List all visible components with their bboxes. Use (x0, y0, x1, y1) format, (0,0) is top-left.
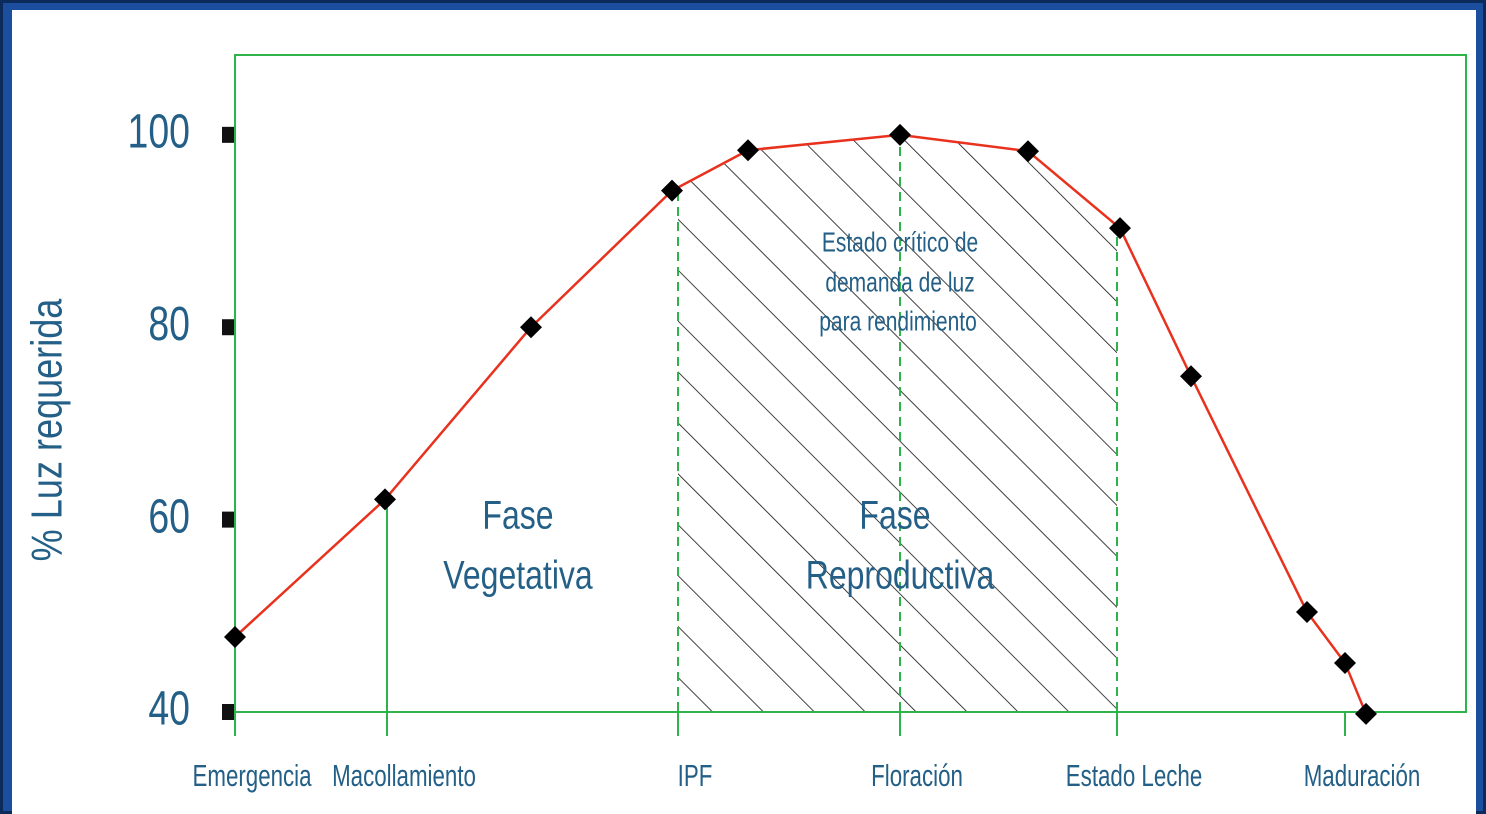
annotation: Estado crítico de (822, 228, 978, 259)
data-marker (1296, 600, 1318, 623)
x-tick-label: Macollamiento (332, 759, 476, 793)
data-marker (1180, 365, 1202, 388)
plot: 40 60 80 100 Emergencia Macollamiento IPF Flora… (128, 54, 1467, 793)
data-marker (224, 625, 246, 648)
y-tick-mark (222, 319, 234, 336)
shaded-region (678, 134, 1117, 713)
data-marker (889, 123, 911, 146)
annotation: Vegetativa (443, 552, 593, 597)
y-tick-mark (222, 126, 234, 143)
y-tick-mark (222, 511, 234, 528)
plot-frame (234, 54, 1467, 713)
y-tick-label: 100 (128, 105, 190, 159)
data-marker (661, 179, 683, 202)
annotation: para rendimiento (819, 307, 977, 338)
annotation: Fase (482, 492, 553, 537)
data-line (234, 133, 1368, 715)
x-tick-label: Emergencia (192, 759, 312, 793)
data-marker (1109, 217, 1131, 240)
annotation: demanda de luz (825, 268, 974, 299)
y-tick-mark (222, 704, 234, 720)
annotation: Fase (859, 492, 930, 537)
y-tick-label: 40 (148, 682, 190, 736)
annotation: Reproductiva (806, 552, 995, 597)
x-tick-label: Estado Leche (1066, 759, 1202, 793)
data-marker (520, 316, 542, 339)
x-tick-label: Floración (871, 759, 963, 793)
data-marker (737, 139, 759, 162)
x-tick-label: Maduración (1304, 759, 1421, 793)
y-tick-label: 60 (148, 490, 190, 544)
data-marker (1017, 140, 1039, 163)
data-marker (374, 488, 396, 511)
data-marker (1355, 702, 1377, 725)
y-tick-label: 80 (148, 298, 190, 352)
x-tick-label: IPF (678, 759, 713, 793)
y-axis-label: % Luz requerida (22, 298, 71, 561)
data-marker (1334, 651, 1356, 674)
